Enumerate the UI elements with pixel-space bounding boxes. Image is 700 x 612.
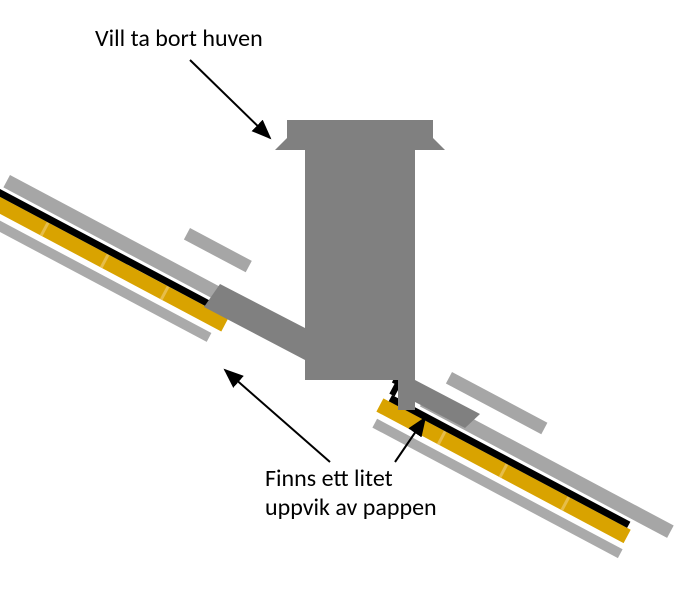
arrow: [190, 60, 270, 138]
chimney-cap: [275, 120, 445, 150]
roof-tile-overlap: [184, 228, 252, 272]
arrow: [225, 370, 330, 462]
flashing-lower: [398, 380, 415, 410]
label-bottom: Finns ett litet uppvik av pappen: [265, 465, 437, 523]
label-top: Vill ta bort huven: [95, 25, 263, 54]
roofing-felt: [0, 187, 232, 318]
chimney-body: [305, 140, 415, 380]
